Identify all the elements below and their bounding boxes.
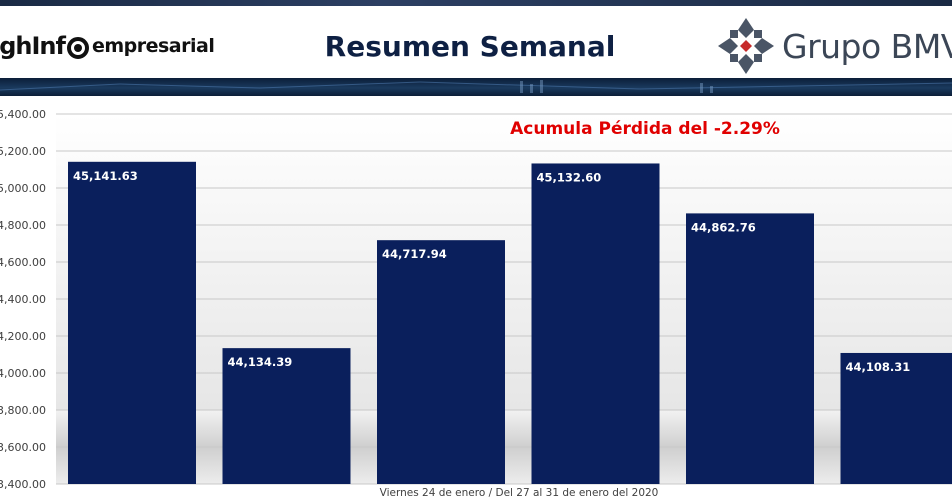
y-tick-label: 44,600.00 (0, 256, 46, 269)
bar-value-labels: 45,141.63 44,134.39 44,717.94 45,132.60 44,8… (73, 169, 910, 374)
bar (222, 348, 351, 484)
page-title: Resumen Semanal (324, 30, 616, 63)
bar-value-label: 45,132.60 (537, 170, 602, 184)
bars (68, 161, 952, 484)
bar-value-label: 44,134.39 (228, 355, 293, 369)
bar-chart: 43,400.00 43,600.00 43,800.00 44,000.00 44,2… (0, 108, 952, 499)
logo-left-part2: empresarial (91, 35, 215, 57)
y-tick-label: 44,200.00 (0, 330, 46, 343)
header: ighInf empresarial Resumen Semanal Grupo … (0, 6, 952, 78)
bar (686, 213, 814, 484)
y-tick-label: 45,400.00 (0, 108, 46, 121)
banner-pattern (0, 80, 952, 93)
y-tick-label: 44,800.00 (0, 219, 46, 232)
bar (377, 240, 505, 484)
bar (531, 163, 660, 484)
logo-o-icon (66, 37, 89, 59)
y-tick-label: 44,000.00 (0, 367, 46, 380)
y-tick-label: 44,400.00 (0, 293, 46, 306)
y-tick-label: 45,200.00 (0, 145, 46, 158)
bar-value-label: 44,108.31 (846, 360, 911, 374)
y-tick-labels: 43,400.00 43,600.00 43,800.00 44,000.00 44,2… (0, 108, 46, 491)
bar-value-label: 44,862.76 (691, 220, 756, 234)
highinfo-logo: ighInf empresarial (0, 26, 215, 66)
top-decorative-strip (0, 0, 952, 6)
bar-value-label: 45,141.63 (73, 169, 138, 183)
bmv-emblem-icon (718, 18, 774, 74)
logo-left-part1: ighInf (0, 32, 66, 60)
y-tick-label: 45,000.00 (0, 182, 46, 195)
bar (840, 352, 952, 484)
y-tick-label: 43,600.00 (0, 441, 46, 454)
bar-value-label: 44,717.94 (382, 247, 447, 261)
x-axis-label: Viernes 24 de enero / Del 27 al 31 de en… (380, 487, 659, 499)
bar (68, 161, 196, 484)
stock-ticker-banner (0, 78, 952, 96)
chart-annotation: Acumula Pérdida del -2.29% (510, 119, 780, 139)
y-tick-label: 43,400.00 (0, 478, 46, 491)
y-tick-label: 43,800.00 (0, 404, 46, 417)
logo-right-text: Grupo BMV (782, 26, 952, 66)
grupo-bmv-logo: Grupo BMV (716, 14, 952, 78)
